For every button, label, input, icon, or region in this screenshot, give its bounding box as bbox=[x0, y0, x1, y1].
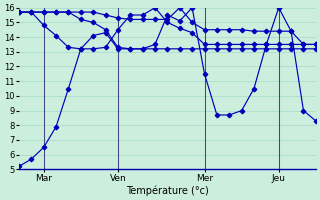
X-axis label: Température (°c): Température (°c) bbox=[126, 185, 209, 196]
